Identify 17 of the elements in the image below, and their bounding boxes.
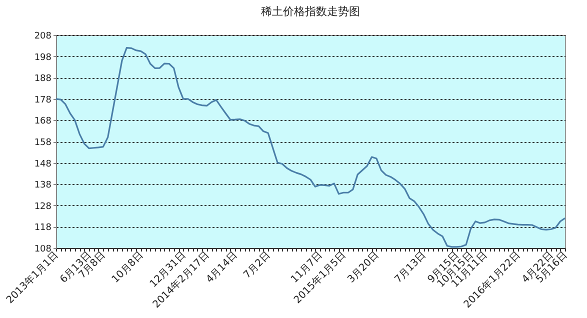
y-tick-label: 168 [34,116,52,127]
x-tick-label: 3月20日 [346,250,382,286]
x-tick-label: 10月8日 [110,250,146,286]
y-tick-label: 208 [34,32,52,42]
y-tick-label: 118 [34,223,52,234]
x-tick-label: 7月13日 [392,250,428,286]
y-tick-label: 158 [34,138,52,148]
y-tick-label: 148 [34,159,52,170]
y-tick-label: 198 [34,52,52,63]
chart-title: 稀土价格指数走势图 [261,5,360,18]
line-series [55,46,566,248]
y-tick-label: 178 [34,95,52,106]
y-tick-label: 128 [34,202,52,212]
y-tick-label: 188 [34,74,52,84]
y-tick-label: 108 [34,244,52,254]
y-tick-label: 138 [34,180,52,191]
x-tick-label: 7月2日 [242,250,273,281]
